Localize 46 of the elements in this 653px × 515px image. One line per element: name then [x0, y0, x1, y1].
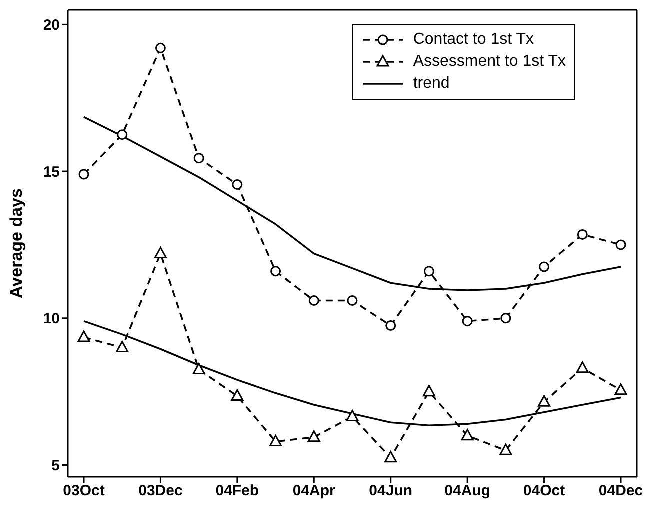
- point: [192, 363, 206, 375]
- y-axis-title: Average days: [7, 188, 26, 298]
- point: [461, 429, 474, 441]
- x-tick-label: 03Oct: [63, 482, 105, 500]
- x-tick-label: 04Apr: [292, 482, 336, 500]
- y-tick-label: 20: [43, 17, 60, 34]
- point: [500, 444, 512, 456]
- point: [386, 320, 396, 331]
- point: [78, 169, 90, 180]
- point: [424, 266, 434, 277]
- legend-label: Assessment to 1st Tx: [413, 53, 566, 71]
- point: [231, 389, 244, 401]
- point: [232, 180, 243, 190]
- point: [270, 435, 282, 447]
- point: [422, 385, 436, 397]
- point: [155, 42, 166, 54]
- point: [194, 153, 204, 164]
- point: [346, 410, 359, 422]
- point: [462, 316, 473, 327]
- x-tick-label: 03Dec: [138, 482, 183, 500]
- point: [614, 384, 628, 396]
- point: [78, 330, 90, 342]
- legend-label: Contact to 1st Tx: [413, 31, 534, 49]
- point: [538, 395, 551, 407]
- y-tick-label: 5: [52, 458, 60, 475]
- point: [539, 262, 550, 272]
- point: [154, 247, 167, 259]
- point: [500, 313, 512, 324]
- x-tick-label: 04Jun: [369, 482, 413, 500]
- x-tick-label: 04Aug: [444, 482, 490, 500]
- x-tick-label: 04Feb: [216, 482, 260, 500]
- point: [384, 451, 398, 463]
- x-tick-label: 04Dec: [598, 482, 644, 500]
- point: [347, 296, 358, 306]
- point: [270, 266, 282, 277]
- legend-label: trend: [413, 75, 450, 93]
- point: [616, 240, 626, 250]
- point: [117, 130, 128, 140]
- point: [576, 362, 589, 374]
- x-tick-label: 04Oct: [523, 482, 566, 500]
- point: [116, 341, 129, 353]
- point: [308, 430, 320, 442]
- y-tick-label: 10: [43, 310, 60, 328]
- point: [577, 229, 588, 240]
- point: [308, 296, 320, 306]
- y-tick-label: 15: [43, 164, 60, 181]
